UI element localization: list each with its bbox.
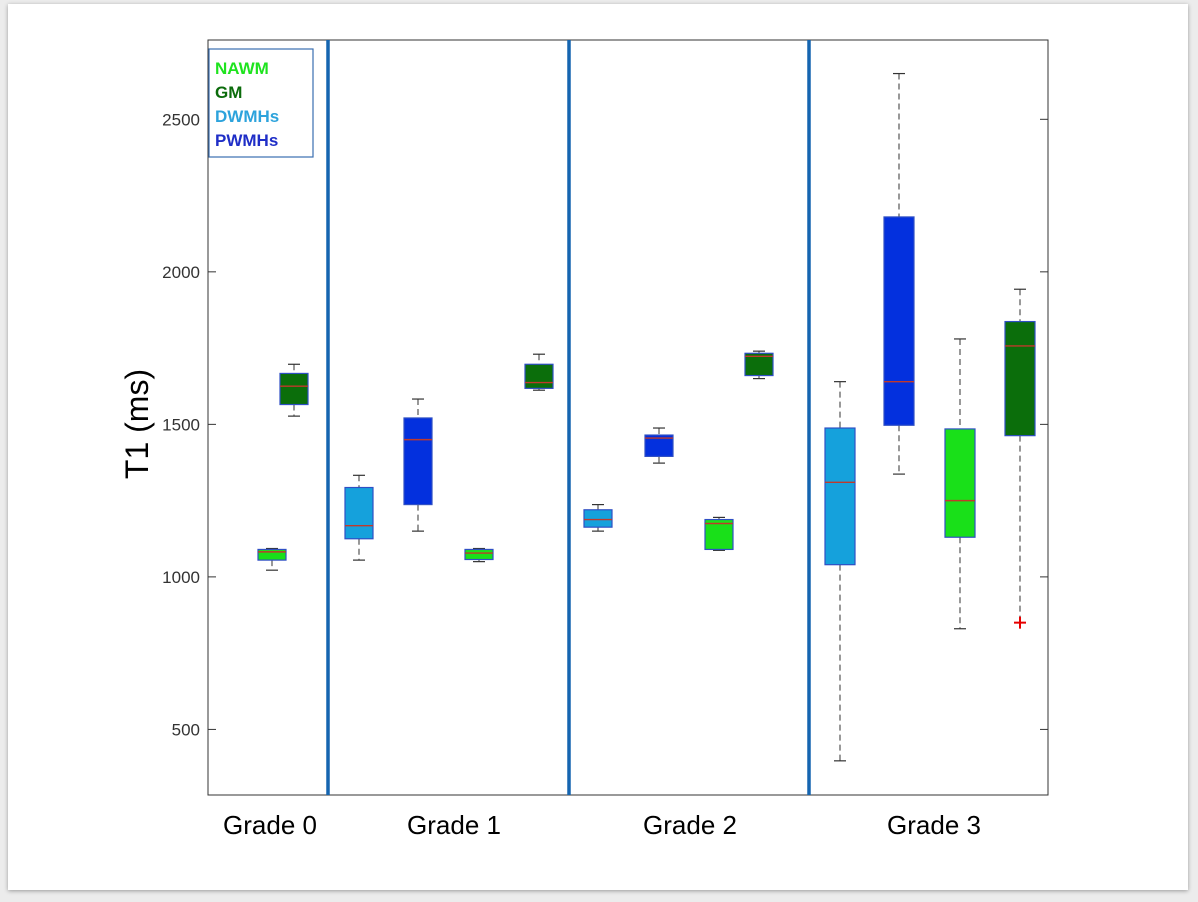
iqr-box (257, 548, 287, 561)
box-grade-1-pwmhs (403, 398, 433, 532)
iqr-box (644, 434, 674, 457)
box-grade-1-nawm (464, 547, 494, 563)
iqr-box (279, 372, 309, 406)
plot-frame (207, 39, 1049, 796)
iqr-box (583, 509, 613, 528)
box-plot-chart: T1 (ms) 500 1000 1500 2000 2500 Grade 0 Grade … (119, 39, 1049, 840)
legend-box (208, 48, 314, 158)
legend-entry-gm: GM (215, 83, 242, 102)
group-label: Grade 2 (643, 810, 737, 840)
boxes-layer (257, 72, 1036, 762)
box-grade-3-pwmhs (883, 72, 915, 475)
iqr-box (344, 486, 374, 540)
box-grade-2-nawm (704, 516, 734, 551)
legend-entry-pwmhs: PWMHs (215, 131, 278, 150)
axes-layer (207, 39, 1049, 796)
y-tick-label: 1500 (162, 415, 200, 434)
iqr-box (704, 518, 734, 551)
box-grade-2-gm (744, 350, 774, 380)
box-grade-3-gm (1004, 288, 1036, 629)
legend: NAWM GM DWMHs PWMHs (208, 48, 314, 158)
iqr-box (464, 548, 494, 561)
iqr-box (883, 216, 915, 426)
iqr-box (944, 428, 976, 538)
group-label: Grade 0 (223, 810, 317, 840)
legend-entry-dwmhs: DWMHs (215, 107, 279, 126)
group-label: Grade 3 (887, 810, 981, 840)
y-axis-label: T1 (ms) (119, 369, 155, 479)
iqr-box (403, 417, 433, 506)
box-grade-0-gm (279, 363, 309, 417)
box-grade-2-pwmhs (644, 427, 674, 464)
iqr-box (524, 363, 554, 389)
figure-card: T1 (ms) 500 1000 1500 2000 2500 Grade 0 Grade … (8, 4, 1188, 890)
iqr-box (1004, 320, 1036, 437)
labels-layer: 500 1000 1500 2000 2500 Grade 0 Grade 1 Grade 2… (162, 110, 981, 840)
y-tick-label: 2500 (162, 110, 200, 129)
box-grade-3-dwmhs (824, 381, 856, 762)
iqr-box (744, 352, 774, 377)
iqr-box (824, 427, 856, 566)
box-grade-0-nawm (257, 547, 287, 571)
y-tick-label: 2000 (162, 263, 200, 282)
y-tick-label: 500 (172, 720, 200, 739)
y-tick-label: 1000 (162, 568, 200, 587)
box-grade-3-nawm (944, 338, 976, 630)
legend-entry-nawm: NAWM (215, 59, 269, 78)
box-grade-1-gm (524, 353, 554, 391)
group-label: Grade 1 (407, 810, 501, 840)
box-grade-1-dwmhs (344, 474, 374, 561)
box-grade-2-dwmhs (583, 503, 613, 532)
